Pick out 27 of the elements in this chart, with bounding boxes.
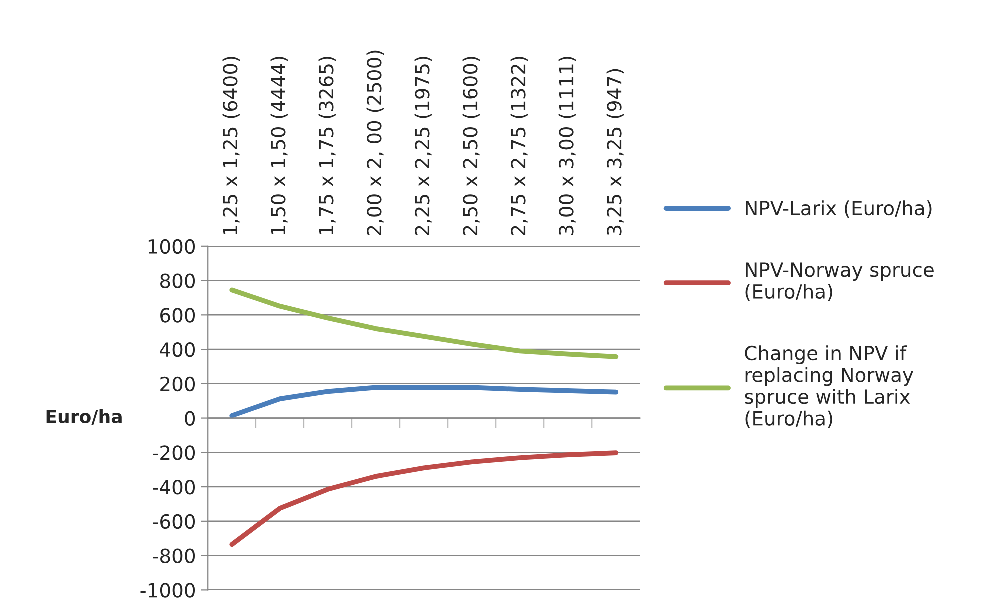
x-tick-label: 2,50 x 2,50 (1600)	[462, 57, 480, 236]
y-tick-label: -200	[153, 446, 196, 460]
y-tick-label: -400	[153, 480, 196, 495]
y-tick-label: -1000	[140, 583, 196, 598]
y-tick-label: -800	[153, 548, 196, 564]
line-series	[230, 385, 619, 418]
x-tick-label: 1,25 x 1,25 (6400)	[222, 57, 240, 235]
y-tick-label: 400	[160, 342, 196, 358]
x-tick-label: 1,50 x 1,50 (4444)	[270, 57, 288, 235]
legend-label: Change in NPV if replacing Norway spruce with Larix (Euro/ha)	[745, 346, 914, 428]
line-series	[230, 288, 619, 360]
y-axis-title: Euro/ha	[46, 410, 122, 425]
legend-label: NPV-Norway spruce (Euro/ha)	[746, 262, 934, 302]
y-tick-label: 200	[160, 376, 196, 392]
y-tick-label: 0	[185, 411, 196, 426]
x-tick-label: 2,00 x 2, 00 (2500)	[366, 50, 384, 236]
x-tick-label: 1,75 x 1,75 (3265)	[318, 57, 336, 235]
y-tick-label: 600	[160, 308, 196, 323]
y-tick-label: 1000	[148, 239, 196, 254]
x-tick-label: 2,75 x 2,75 (1322)	[510, 57, 528, 236]
y-tick-label: -600	[153, 514, 196, 530]
x-tick-label: 3,25 x 3,25 (947)	[606, 69, 624, 236]
x-tick-label: 2,25 x 2,25 (1975)	[414, 57, 432, 236]
y-tick-label: 800	[160, 274, 196, 288]
x-tick-label: 3,00 x 3,00 (1111)	[558, 57, 576, 236]
line-series	[230, 450, 619, 548]
legend-label: NPV-Larix (Euro/ha)	[746, 200, 932, 218]
